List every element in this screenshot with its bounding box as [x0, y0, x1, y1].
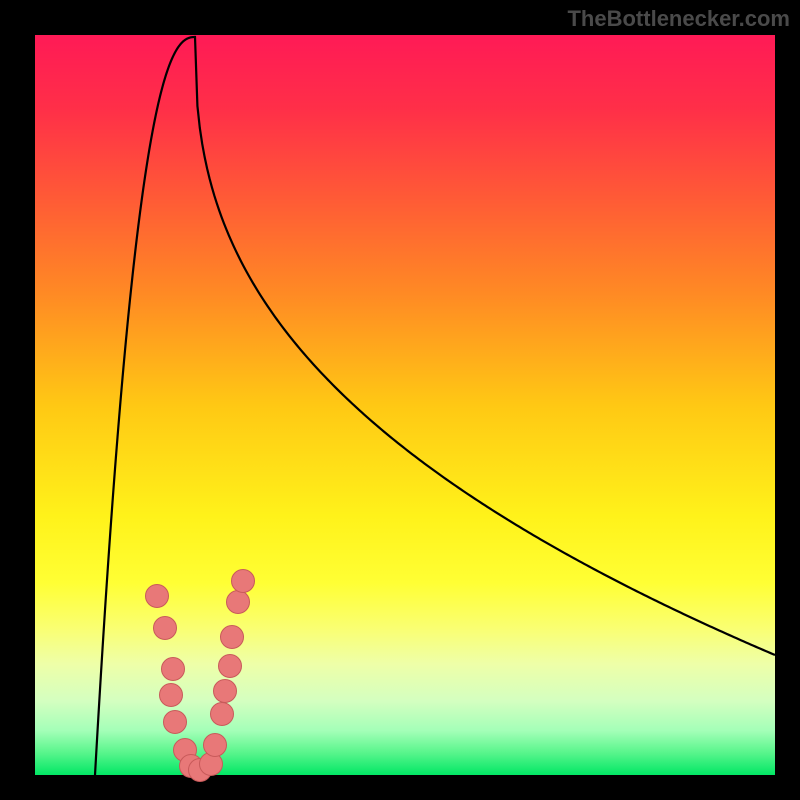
data-marker: [226, 590, 250, 614]
data-marker: [220, 625, 244, 649]
data-marker: [159, 683, 183, 707]
data-marker: [161, 657, 185, 681]
data-marker: [210, 702, 234, 726]
bottleneck-chart: TheBottlenecker.com: [0, 0, 800, 800]
watermark-text: TheBottlenecker.com: [567, 6, 790, 32]
data-marker: [203, 733, 227, 757]
data-marker: [231, 569, 255, 593]
data-marker: [145, 584, 169, 608]
curve-path: [95, 37, 775, 775]
plot-area: [35, 35, 775, 775]
data-marker: [213, 679, 237, 703]
data-marker: [153, 616, 177, 640]
data-marker: [218, 654, 242, 678]
data-marker: [163, 710, 187, 734]
bottleneck-curve: [35, 35, 775, 775]
